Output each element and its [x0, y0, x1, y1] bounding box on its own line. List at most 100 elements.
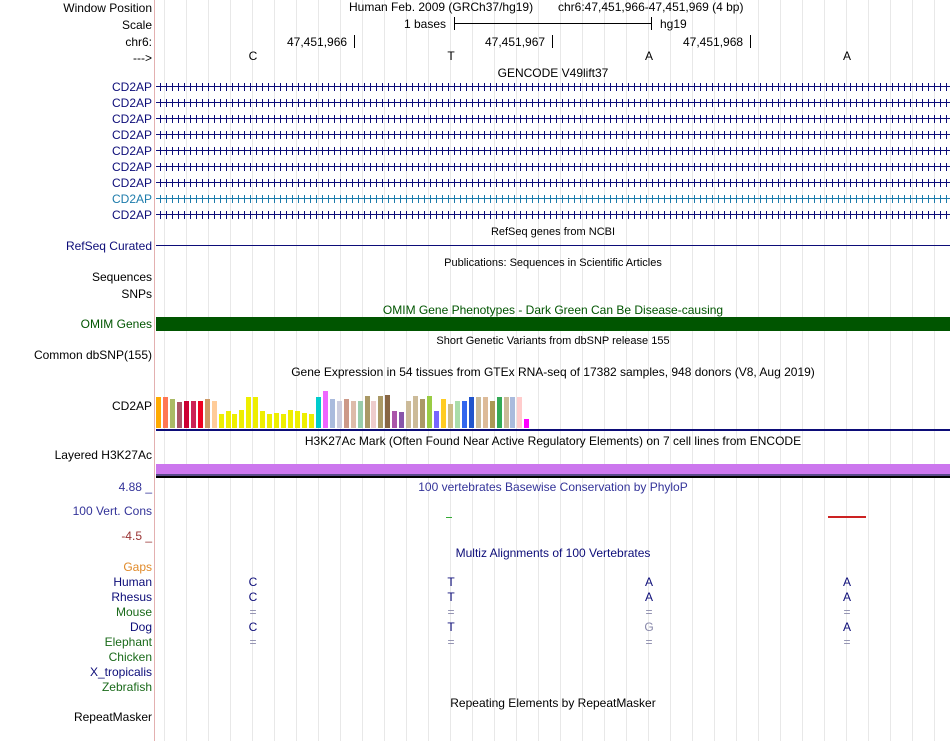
track-image[interactable]: Human Feb. 2009 (GRCh37/hg19) chr6:47,45… [156, 0, 950, 741]
gtex-bar[interactable] [162, 397, 168, 428]
gtex-bar[interactable] [517, 397, 523, 428]
gtex-bar[interactable] [281, 414, 287, 428]
grid-line [670, 0, 671, 741]
gtex-bar[interactable] [378, 396, 384, 428]
gtex-label[interactable]: CD2AP [111, 399, 152, 413]
gtex-bar[interactable] [301, 413, 307, 428]
gtex-bar[interactable] [288, 410, 294, 428]
grid-line [472, 0, 473, 741]
gtex-bar[interactable] [156, 397, 161, 428]
gtex-bar[interactable] [183, 401, 189, 428]
refseq-label[interactable]: RefSeq Curated [65, 239, 152, 253]
gtex-bar[interactable] [357, 401, 363, 428]
gtex-bar[interactable] [427, 396, 433, 428]
alignment-base: T [447, 620, 455, 634]
gtex-bar[interactable] [176, 402, 182, 428]
gtex-bar[interactable] [232, 414, 238, 428]
h3k27ac-label[interactable]: Layered H3K27Ac [54, 448, 152, 462]
reference-base: C [248, 49, 258, 63]
gene-feature[interactable] [156, 179, 950, 187]
gtex-bar[interactable] [510, 397, 516, 428]
gtex-bar[interactable] [295, 411, 300, 428]
gtex-bar[interactable] [218, 414, 224, 428]
gene-label[interactable]: CD2AP [111, 192, 152, 206]
gtex-bar[interactable] [350, 401, 356, 428]
gtex-bar[interactable] [503, 397, 509, 428]
alignment-base: T [447, 590, 455, 604]
gene-label[interactable]: CD2AP [111, 128, 152, 142]
repeatmasker-label[interactable]: RepeatMasker [73, 710, 152, 724]
gene-feature[interactable] [156, 131, 950, 139]
snps-label[interactable]: SNPs [121, 287, 152, 301]
gtex-bar[interactable] [274, 413, 280, 428]
omim-label[interactable]: OMIM Genes [80, 317, 152, 331]
gtex-bar[interactable] [267, 414, 273, 428]
gtex-bar[interactable] [496, 397, 502, 428]
gene-feature[interactable] [156, 115, 950, 123]
conservation-title: 100 vertebrates Basewise Conservation by… [418, 480, 688, 494]
gtex-bar[interactable] [211, 401, 217, 428]
gtex-bar[interactable] [225, 411, 231, 428]
gtex-bar[interactable] [440, 399, 446, 428]
gene-label[interactable]: CD2AP [111, 96, 152, 110]
gtex-bar[interactable] [343, 399, 349, 428]
gtex-bar[interactable] [399, 412, 405, 428]
gtex-bar[interactable] [364, 396, 370, 428]
ruler-tick [552, 35, 553, 48]
gene-feature[interactable] [156, 163, 950, 171]
gtex-bar[interactable] [447, 404, 453, 428]
grid-line [604, 0, 605, 741]
gtex-bar[interactable] [468, 397, 474, 428]
grid-line [340, 0, 341, 741]
gtex-bar[interactable] [475, 397, 481, 428]
gtex-bar[interactable] [413, 396, 419, 428]
omim-feature[interactable] [156, 317, 950, 331]
gtex-bar[interactable] [169, 399, 175, 428]
gtex-bar[interactable] [454, 401, 460, 428]
gtex-bar[interactable] [322, 391, 328, 428]
grid-line [890, 0, 891, 741]
gtex-bar[interactable] [329, 399, 335, 428]
gtex-bar[interactable] [461, 401, 467, 428]
gtex-bar[interactable] [420, 399, 426, 428]
gtex-bar[interactable] [308, 414, 314, 428]
gtex-bar[interactable] [315, 397, 321, 428]
gene-label[interactable]: CD2AP [111, 176, 152, 190]
gene-feature[interactable] [156, 211, 950, 219]
gtex-bar-chart[interactable] [156, 381, 950, 428]
gtex-bar[interactable] [482, 397, 488, 428]
alignment-base: A [842, 575, 851, 589]
gtex-bar[interactable] [246, 397, 252, 428]
grid-line [736, 0, 737, 741]
gene-feature[interactable] [156, 99, 950, 107]
gene-label[interactable]: CD2AP [111, 208, 152, 222]
gtex-bar[interactable] [434, 411, 439, 428]
gene-feature[interactable] [156, 83, 950, 91]
gene-label[interactable]: CD2AP [111, 80, 152, 94]
gene-label[interactable]: CD2AP [111, 160, 152, 174]
gtex-bar[interactable] [260, 411, 266, 428]
gtex-bar[interactable] [239, 410, 245, 428]
sequences-label[interactable]: Sequences [91, 270, 152, 284]
grid-line [780, 0, 781, 741]
gtex-bar[interactable] [371, 401, 377, 428]
gtex-bar[interactable] [392, 411, 398, 428]
gtex-bar[interactable] [336, 401, 342, 428]
gtex-bar[interactable] [524, 419, 530, 428]
gene-label[interactable]: CD2AP [111, 144, 152, 158]
h3k27ac-signal[interactable] [156, 464, 950, 474]
conservation-label[interactable]: 100 Vert. Cons [72, 504, 152, 518]
gtex-bar[interactable] [385, 395, 391, 428]
refseq-feature[interactable] [156, 245, 950, 246]
gtex-bar[interactable] [489, 401, 495, 428]
dbsnp-label[interactable]: Common dbSNP(155) [33, 348, 152, 362]
gtex-bar[interactable] [253, 397, 259, 428]
gene-label[interactable]: CD2AP [111, 112, 152, 126]
gtex-bar[interactable] [406, 401, 412, 428]
gtex-bar[interactable] [190, 401, 196, 428]
gtex-bar[interactable] [197, 401, 203, 428]
gene-feature[interactable] [156, 147, 950, 155]
reference-base: T [447, 49, 455, 63]
gtex-bar[interactable] [204, 399, 210, 428]
gene-feature[interactable] [156, 195, 950, 203]
